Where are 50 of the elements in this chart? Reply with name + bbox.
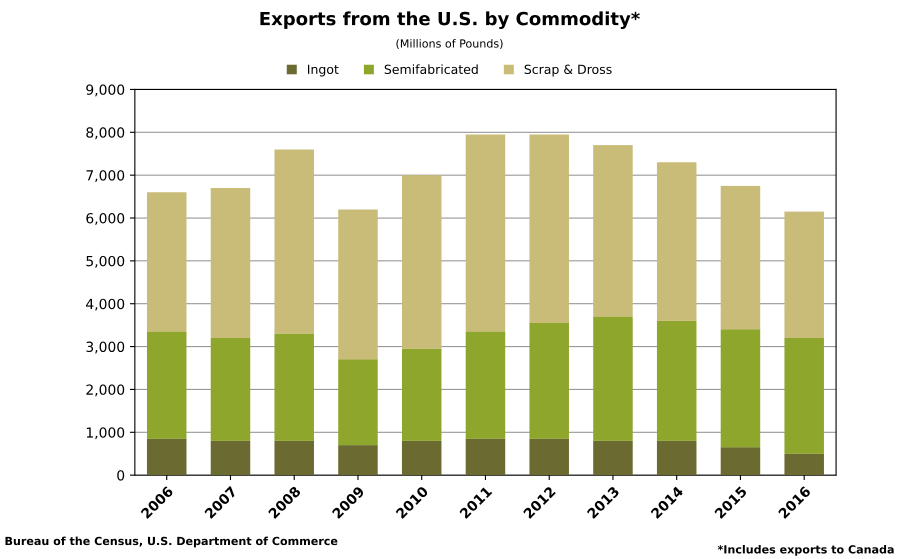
bar [402,440,442,476]
chart-title: Exports from the U.S. by Commodity* [260,11,640,30]
bar [720,186,760,330]
y-tick-label: 3,000 [86,342,124,354]
bar [656,440,696,476]
bar [784,454,824,476]
text: Bureau of the Census, U.S. Department of Commerce [6,536,338,548]
bar [274,440,314,476]
bar [466,332,506,439]
bar [210,440,250,476]
bar [338,209,378,360]
y-tick-label: 2,000 [86,384,124,396]
legend-label: Semifabricated [384,64,478,74]
bar [529,134,569,324]
bar [274,149,314,334]
y-tick-label: 0 [117,470,124,481]
text: *Includes exports to Canada [718,544,894,556]
y-tick-label: 7,000 [86,170,124,182]
bar [466,438,506,476]
y-tick-label: 9,000 [86,84,124,96]
y-tick-label: 5,000 [86,256,124,268]
bar [402,348,442,441]
y-tick-label: 6,000 [86,212,124,225]
y-tick-label: 8,000 [86,127,124,140]
bar [593,440,633,476]
bar [274,334,314,441]
bar [784,212,824,338]
legend-label: Scrap & Dross [524,64,612,76]
bar [146,192,186,332]
y-tick-label: 4,000 [86,298,124,311]
bar [146,332,186,439]
bar [338,359,378,446]
bar [529,323,569,439]
bar [529,438,569,476]
bar [210,338,250,441]
bar [466,134,506,332]
y-tick-label: 1,000 [86,427,124,440]
bar [656,320,696,441]
bar [720,329,760,448]
bar [338,445,378,476]
legend-label: Ingot [308,64,339,76]
bar [593,316,633,441]
bar [720,447,760,476]
bar [593,145,633,317]
bar [784,338,824,454]
bar [210,188,250,338]
chart-subtitle: (Millions of Pounds) [396,39,503,49]
bar [146,438,186,476]
bar [402,175,442,349]
bar [656,162,696,321]
